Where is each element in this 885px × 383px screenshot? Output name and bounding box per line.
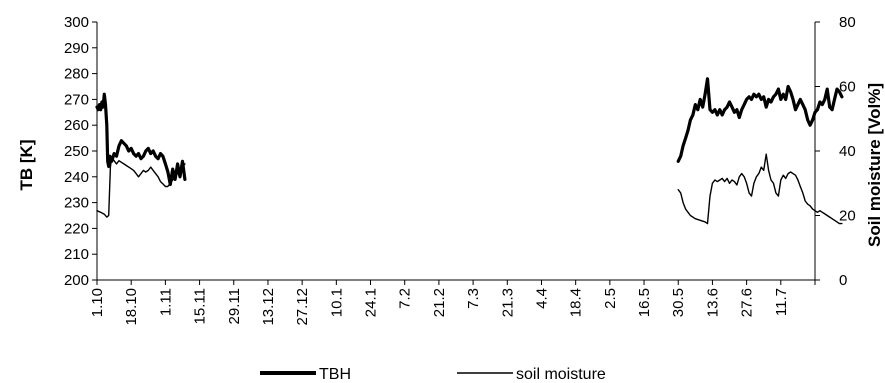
right-y-tick-label: 60 (839, 79, 856, 96)
x-tick-label: 16.5 (636, 288, 653, 317)
right-y-tick-label: 20 (839, 208, 856, 225)
right-y-tick-label: 80 (839, 14, 856, 31)
left-y-tick-label: 250 (64, 143, 89, 160)
legend-label-soil-moisture: soil moisture (516, 366, 606, 383)
x-tick-label: 13.12 (260, 288, 277, 326)
left-y-tick-label: 290 (64, 40, 89, 57)
x-tick-label: 13.6 (704, 288, 721, 317)
x-axis: 1.10 18.10 1.11 15.11 29.11 13.12 27.12 10.1 24.… (89, 280, 816, 326)
left-y-tick-label: 280 (64, 66, 89, 83)
plot-area (96, 22, 816, 281)
x-tick-label: 27.6 (739, 288, 756, 317)
x-tick-label: 21.3 (499, 288, 516, 317)
left-y-tick-label: 220 (64, 220, 89, 237)
left-y-tick-label: 200 (64, 272, 89, 289)
series-line-tbh (676, 77, 844, 163)
series-line-soil-moisture (677, 153, 843, 225)
x-tick-label: 10.1 (328, 288, 345, 317)
left-y-tick-label: 210 (64, 246, 89, 263)
left-y-tick-label: 300 (64, 14, 89, 31)
left-y-tick-label: 240 (64, 169, 89, 186)
left-y-tick-label: 230 (64, 195, 89, 212)
x-tick-label: 7.3 (465, 288, 482, 309)
x-tick-label: 18.10 (123, 288, 140, 326)
right-y-tick-label: 40 (839, 143, 856, 160)
right-y-tick-label: 0 (839, 272, 847, 289)
left-y-tick-label: 270 (64, 91, 89, 108)
x-tick-label: 11.7 (773, 288, 790, 316)
legend-label-tbh: TBH (319, 366, 351, 383)
x-tick-label: 4.4 (533, 288, 550, 309)
x-tick-label: 29.11 (226, 288, 243, 324)
x-tick-label: 27.12 (294, 288, 311, 326)
right-y-axis: 0 20 40 60 80 (815, 14, 856, 289)
series-line-soil-moisture (96, 156, 186, 218)
x-tick-label: 24.1 (363, 288, 380, 317)
x-tick-label: 15.11 (192, 288, 209, 324)
x-tick-label: 1.10 (89, 288, 106, 317)
series-layer (95, 77, 844, 225)
x-tick-label: 1.11 (157, 288, 174, 316)
x-tick-label: 2.5 (602, 288, 619, 309)
right-axis-title: Soil moisture [Vol%] (865, 83, 884, 247)
left-y-axis: 200 210 220 230 240 250 260 270 280 290 300 (64, 14, 97, 289)
legend: TBH soil moisture (260, 366, 606, 383)
left-axis-title: TB [K] (17, 140, 36, 191)
left-y-tick-label: 260 (64, 117, 89, 134)
x-tick-label: 7.2 (397, 288, 414, 309)
x-tick-label: 21.2 (431, 288, 448, 317)
series-line-tbh (95, 92, 187, 187)
x-tick-label: 18.4 (568, 288, 585, 317)
x-tick-label: 30.5 (670, 288, 687, 317)
